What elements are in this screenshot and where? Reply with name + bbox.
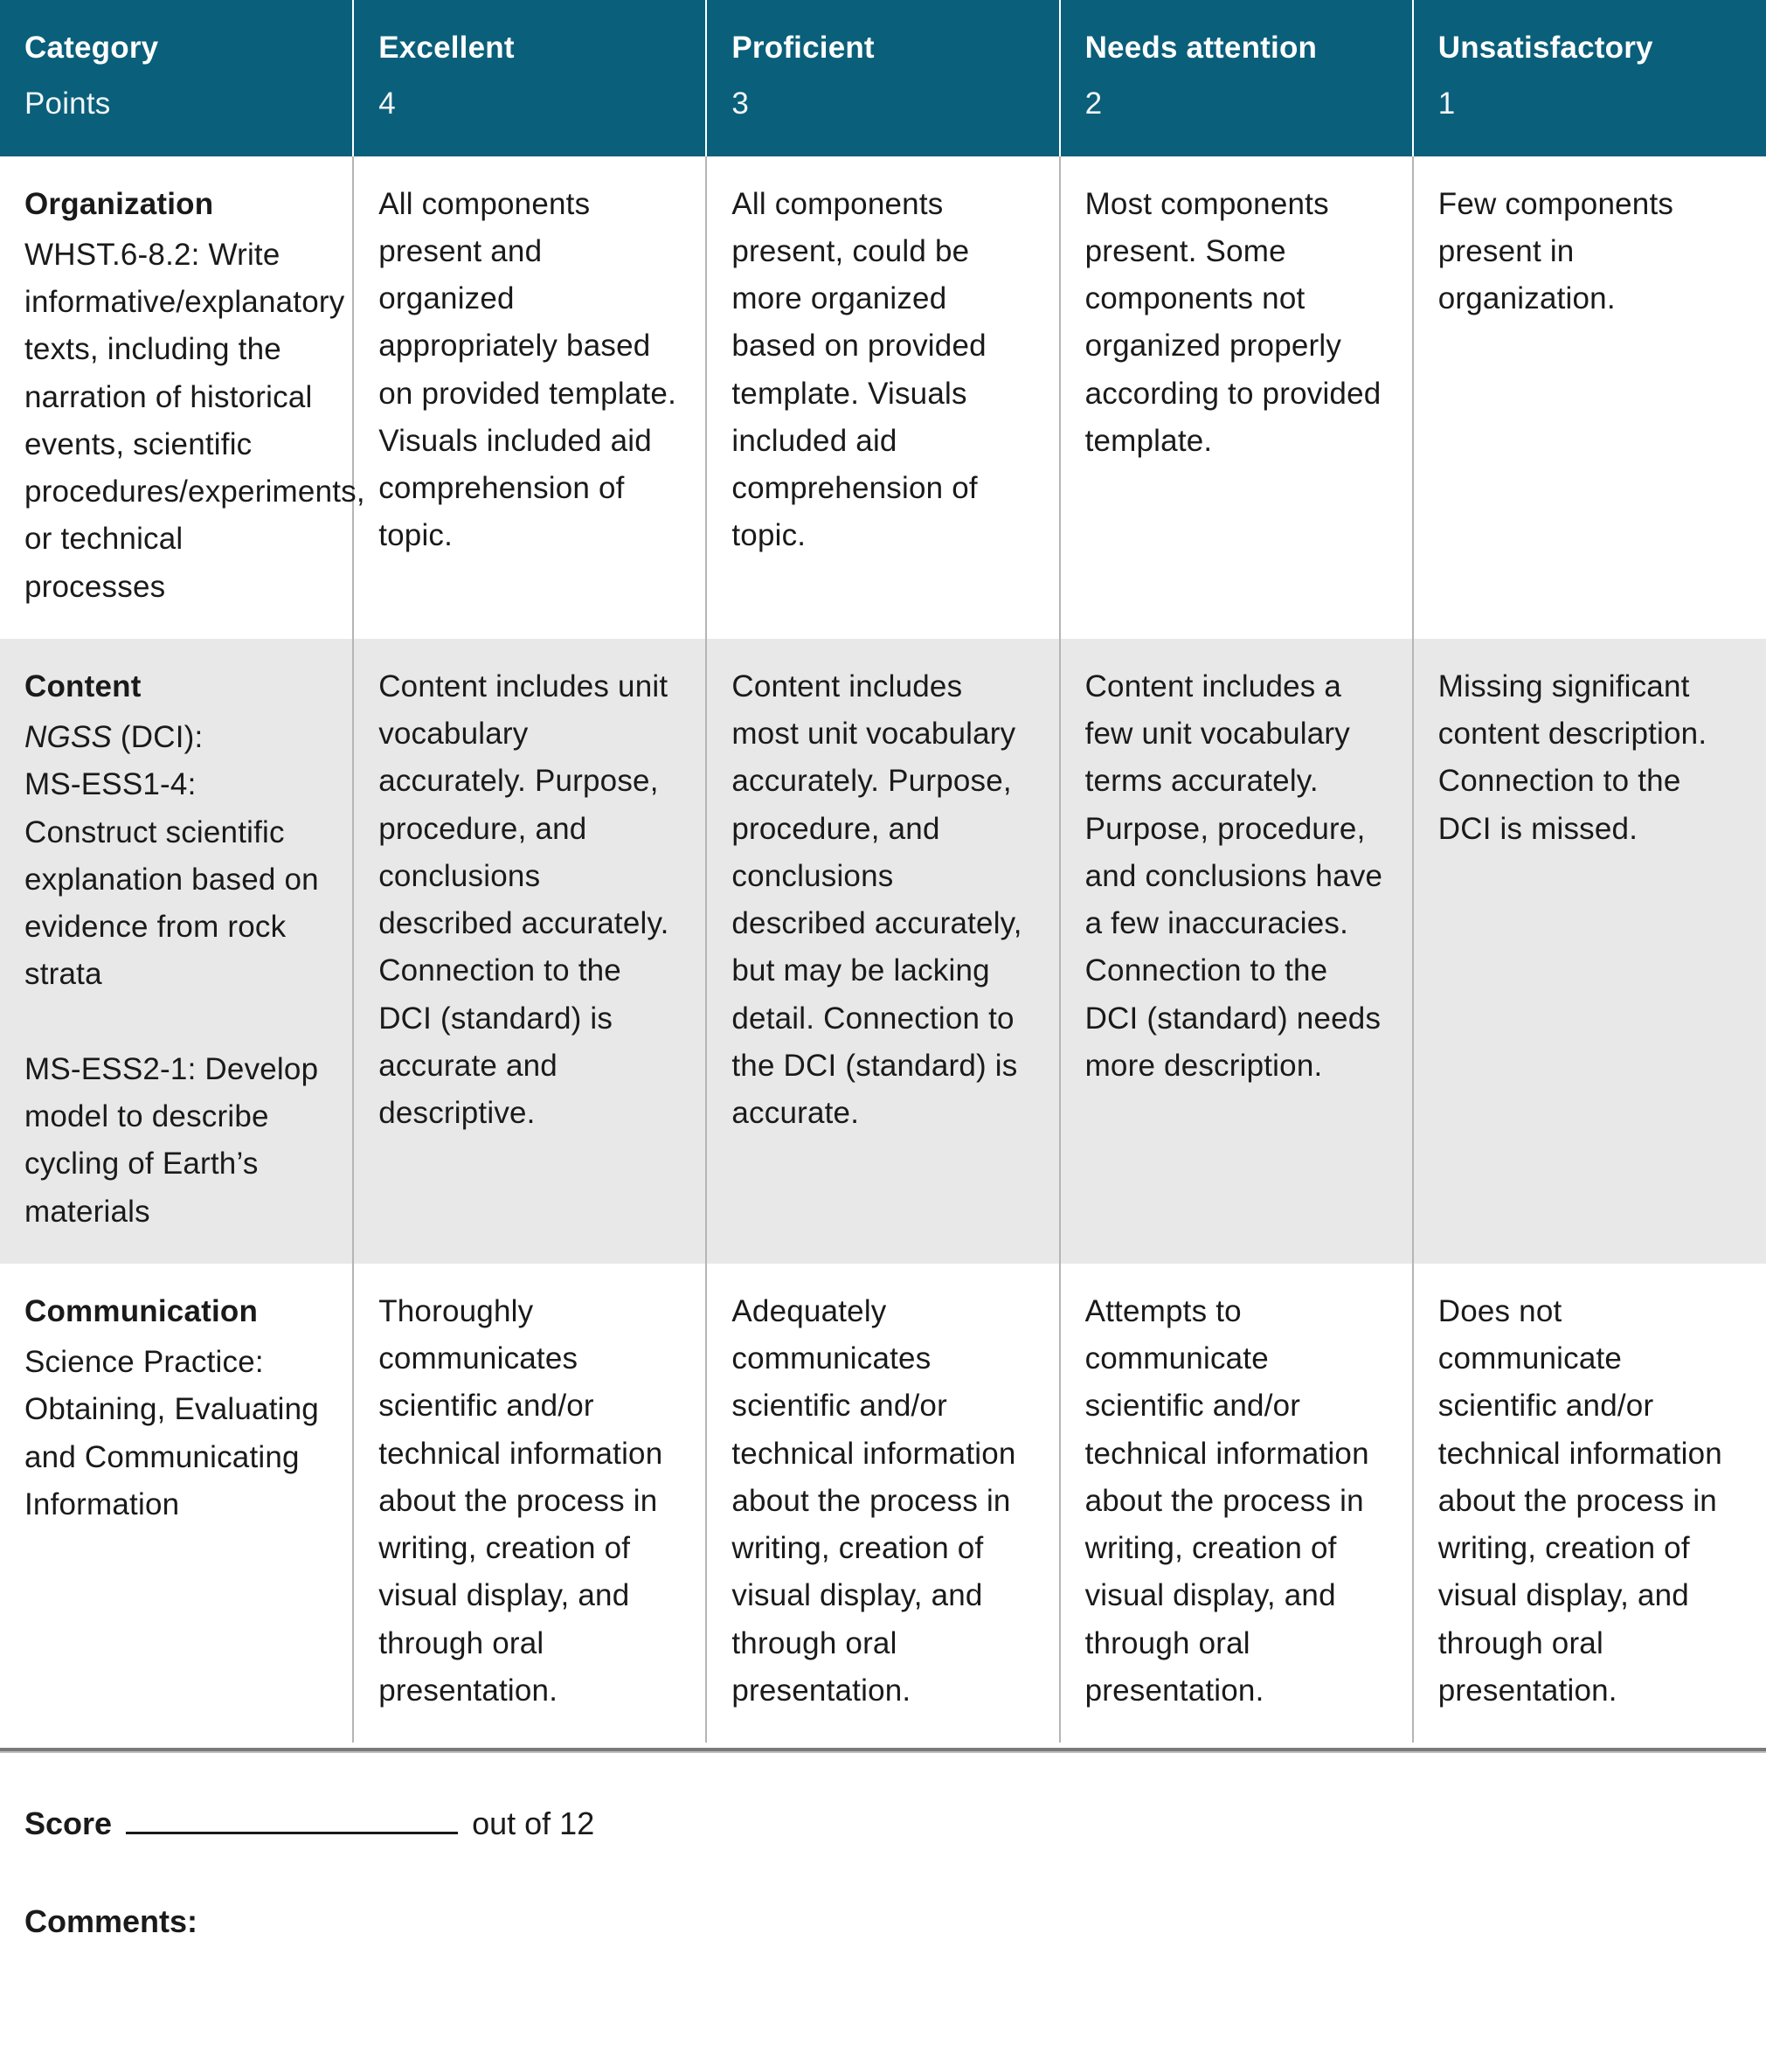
header-level-points: 4 xyxy=(378,80,681,128)
cell-proficient: Adequately communicates scientific and/o… xyxy=(706,1264,1059,1743)
category-title: Communication xyxy=(24,1288,328,1335)
rubric-row-content: Content NGSS (DCI):MS-ESS1-4: Construct … xyxy=(0,639,1766,1264)
category-desc: WHST.6-8.2: Write informative/explanator… xyxy=(24,232,328,611)
cell-unsatisfactory: Does not communicate scientific and/or t… xyxy=(1413,1264,1766,1743)
category-title: Organization xyxy=(24,181,328,228)
footer-area: Score out of 12 Comments: xyxy=(0,1753,1766,1975)
category-cell: Communication Science Practice: Obtainin… xyxy=(0,1264,353,1743)
header-level-points: 3 xyxy=(731,80,1034,128)
category-cell: Organization WHST.6-8.2: Write informati… xyxy=(0,156,353,639)
header-level-excellent: Excellent 4 xyxy=(353,0,706,156)
cell-unsatisfactory: Missing significant content description.… xyxy=(1413,639,1766,1264)
score-blank[interactable] xyxy=(126,1807,458,1834)
score-line: Score out of 12 xyxy=(24,1805,1742,1842)
header-category-title: Category xyxy=(24,24,328,72)
header-level-unsatisfactory: Unsatisfactory 1 xyxy=(1413,0,1766,156)
cell-excellent: All components present and organized app… xyxy=(353,156,706,639)
category-desc: Science Practice: Obtaining, Evaluating … xyxy=(24,1339,328,1528)
comments-label: Comments: xyxy=(24,1903,197,1939)
header-level-title: Excellent xyxy=(378,24,681,72)
cell-excellent: Content includes unit vocabulary accurat… xyxy=(353,639,706,1264)
cell-proficient: All components present, could be more or… xyxy=(706,156,1059,639)
header-level-points: 1 xyxy=(1438,80,1742,128)
score-label: Score xyxy=(24,1805,112,1841)
comments-line: Comments: xyxy=(24,1903,1742,1940)
cell-proficient: Content includes most unit vocabulary ac… xyxy=(706,639,1059,1264)
category-title: Content xyxy=(24,663,328,710)
header-level-title: Unsatisfactory xyxy=(1438,24,1742,72)
rubric-body: Organization WHST.6-8.2: Write informati… xyxy=(0,156,1766,1743)
header-level-needs-attention: Needs attention 2 xyxy=(1060,0,1413,156)
cell-excellent: Thoroughly communicates scientific and/o… xyxy=(353,1264,706,1743)
rubric-row-communication: Communication Science Practice: Obtainin… xyxy=(0,1264,1766,1743)
header-level-points: 2 xyxy=(1085,80,1388,128)
header-level-title: Needs attention xyxy=(1085,24,1388,72)
cell-needs-attention: Attempts to communicate scientific and/o… xyxy=(1060,1264,1413,1743)
category-cell: Content NGSS (DCI):MS-ESS1-4: Construct … xyxy=(0,639,353,1264)
cell-needs-attention: Most components present. Some components… xyxy=(1060,156,1413,639)
header-level-title: Proficient xyxy=(731,24,1034,72)
rubric-row-organization: Organization WHST.6-8.2: Write informati… xyxy=(0,156,1766,639)
header-row: Category Points Excellent 4 Proficient 3… xyxy=(0,0,1766,156)
header-level-proficient: Proficient 3 xyxy=(706,0,1059,156)
cell-unsatisfactory: Few components present in organization. xyxy=(1413,156,1766,639)
header-category-sub: Points xyxy=(24,80,328,128)
score-suffix: out of 12 xyxy=(472,1805,594,1841)
rubric-page: Category Points Excellent 4 Proficient 3… xyxy=(0,0,1766,1975)
cell-needs-attention: Content includes a few unit vocabulary t… xyxy=(1060,639,1413,1264)
category-desc: NGSS (DCI):MS-ESS1-4: Construct scientif… xyxy=(24,714,328,1236)
rubric-table: Category Points Excellent 4 Proficient 3… xyxy=(0,0,1766,1743)
header-category: Category Points xyxy=(0,0,353,156)
